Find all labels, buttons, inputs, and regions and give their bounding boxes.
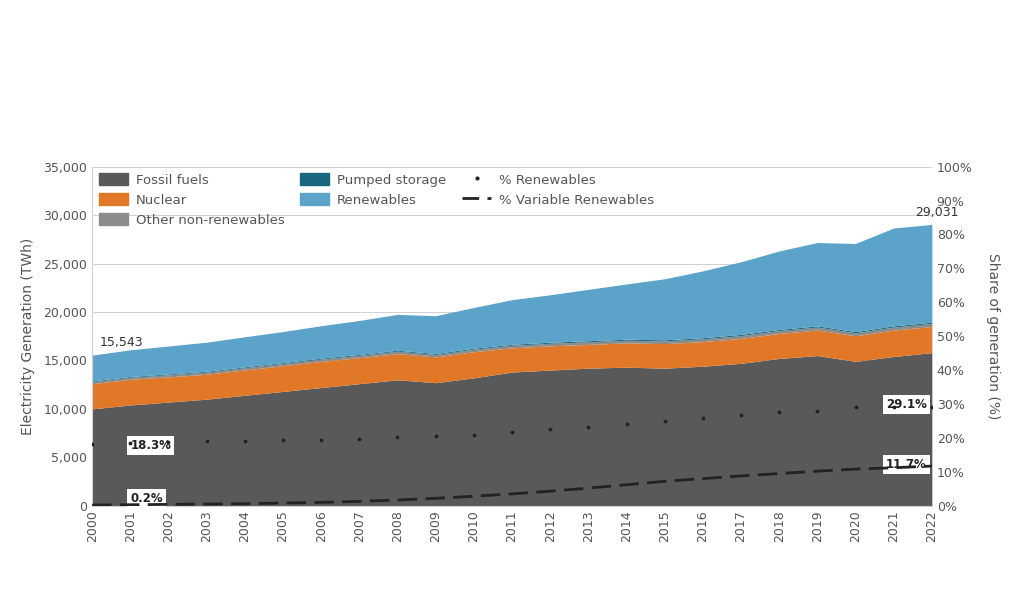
Text: 15,543: 15,543 [99, 336, 143, 349]
Text: 11.7%: 11.7% [886, 458, 927, 471]
Y-axis label: Share of generation (%): Share of generation (%) [986, 253, 1000, 419]
Text: 29.1%: 29.1% [886, 397, 927, 411]
Legend: Fossil fuels, Nuclear, Other non-renewables, Pumped storage, Renewables, % Renew: Fossil fuels, Nuclear, Other non-renewab… [98, 173, 654, 227]
Text: 29,031: 29,031 [914, 206, 958, 219]
Text: 18.3%: 18.3% [130, 439, 171, 452]
Text: 0.2%: 0.2% [130, 491, 163, 505]
Y-axis label: Electricity Generation (TWh): Electricity Generation (TWh) [22, 237, 35, 435]
